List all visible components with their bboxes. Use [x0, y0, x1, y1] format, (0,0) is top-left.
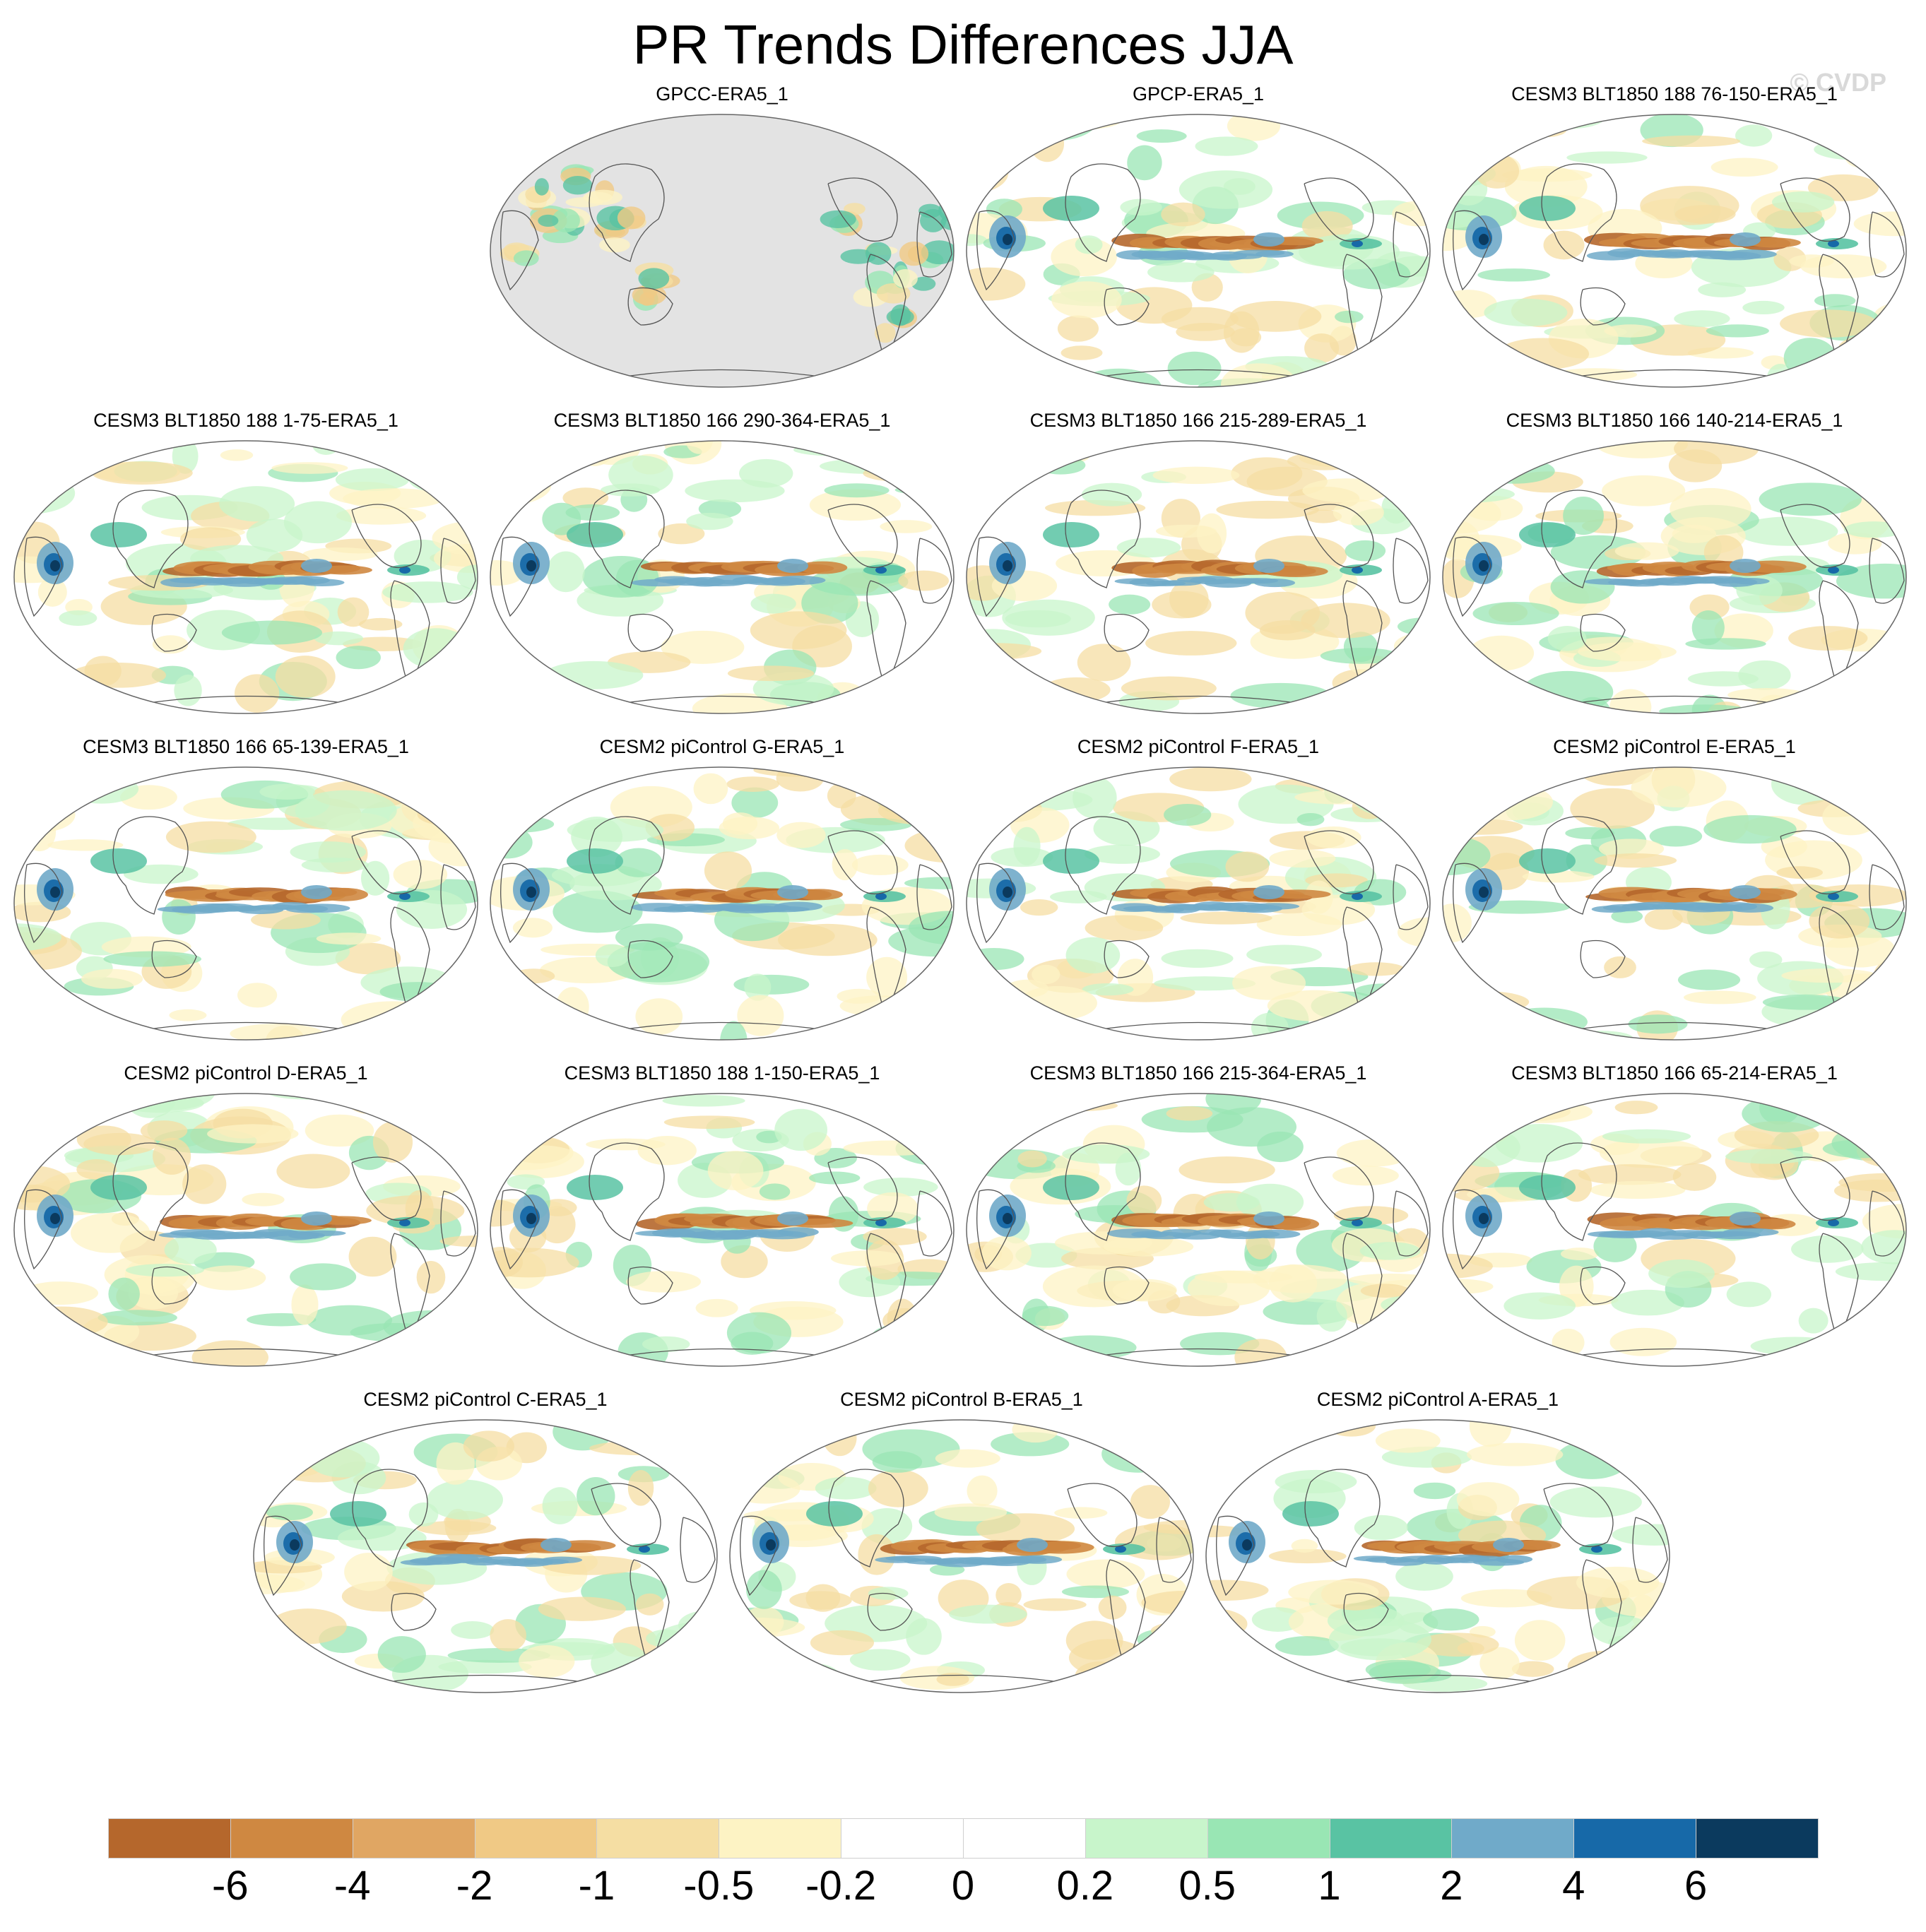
colorbar-box — [1696, 1818, 1819, 1859]
panel-title: CESM3 BLT1850 166 215-364-ERA5_1 — [1029, 1062, 1367, 1084]
colorbar-tick-label: -0.5 — [683, 1863, 755, 1909]
panel-title: GPCC-ERA5_1 — [656, 83, 788, 105]
map-panel-2 — [966, 114, 1431, 388]
colorbar-tick-label: 6 — [1684, 1863, 1708, 1909]
colorbar-box — [841, 1818, 964, 1859]
panel-title: GPCP-ERA5_1 — [1132, 83, 1265, 105]
map-panel-6 — [966, 440, 1431, 714]
colorbar-tick-label: 1 — [1318, 1863, 1341, 1909]
map-panel-14 — [966, 1093, 1431, 1367]
map-panel-18 — [1205, 1419, 1670, 1693]
map-panel-8 — [13, 766, 478, 1041]
panel-title: CESM2 piControl D-ERA5_1 — [124, 1062, 368, 1084]
panel-title: CESM2 piControl G-ERA5_1 — [599, 736, 845, 757]
panel-title: CESM3 BLT1850 188 1-150-ERA5_1 — [564, 1062, 880, 1084]
panel-title: CESM2 piControl B-ERA5_1 — [840, 1389, 1083, 1410]
panel-title: CESM2 piControl A-ERA5_1 — [1316, 1389, 1559, 1410]
panel-title: CESM3 BLT1850 166 290-364-ERA5_1 — [553, 410, 891, 431]
colorbar-box — [108, 1818, 231, 1859]
panel-title: CESM3 BLT1850 166 65-139-ERA5_1 — [83, 736, 409, 757]
map-panel-9 — [490, 766, 955, 1041]
colorbar-box — [1573, 1818, 1697, 1859]
map-panel-17 — [729, 1419, 1194, 1693]
colorbar-box — [1329, 1818, 1453, 1859]
map-panel-5 — [490, 440, 955, 714]
colorbar-box — [474, 1818, 598, 1859]
map-panel-15 — [1442, 1093, 1907, 1367]
colorbar-box — [1207, 1818, 1330, 1859]
panel-title: CESM3 BLT1850 166 140-214-ERA5_1 — [1506, 410, 1843, 431]
watermark: © CVDP — [1790, 68, 1886, 97]
map-panel-16 — [253, 1419, 718, 1693]
colorbar-tick-label: 2 — [1440, 1863, 1463, 1909]
colorbar-box — [230, 1818, 353, 1859]
colorbar-tick-label: -1 — [578, 1863, 615, 1909]
colorbar-box — [963, 1818, 1086, 1859]
map-panel-4 — [13, 440, 478, 714]
colorbar-tick-label: 0.5 — [1178, 1863, 1236, 1909]
panel-title: CESM3 BLT1850 166 215-289-ERA5_1 — [1029, 410, 1367, 431]
panel-title: CESM2 piControl C-ERA5_1 — [363, 1389, 608, 1410]
panel-title: CESM3 BLT1850 188 1-75-ERA5_1 — [93, 410, 398, 431]
colorbar-tick-label: -4 — [333, 1863, 371, 1909]
colorbar-box — [596, 1818, 720, 1859]
figure-title: PR Trends Differences JJA — [632, 13, 1294, 76]
map-panel-12 — [13, 1093, 478, 1367]
colorbar-box — [719, 1818, 842, 1859]
map-panel-3 — [1442, 114, 1907, 388]
colorbar — [108, 1818, 1819, 1859]
colorbar-tick-label: 0.2 — [1056, 1863, 1114, 1909]
map-panel-7 — [1442, 440, 1907, 714]
colorbar-tick-label: -6 — [212, 1863, 249, 1909]
colorbar-tick-label: -2 — [456, 1863, 493, 1909]
colorbar-box — [1085, 1818, 1208, 1859]
map-panel-1 — [490, 114, 955, 388]
map-panel-13 — [490, 1093, 955, 1367]
map-panel-11 — [1442, 766, 1907, 1041]
panel-title: CESM2 piControl E-ERA5_1 — [1553, 736, 1796, 757]
panel-title: CESM3 BLT1850 188 76-150-ERA5_1 — [1511, 83, 1838, 105]
panel-title: CESM2 piControl F-ERA5_1 — [1077, 736, 1320, 757]
colorbar-tick-label: -0.2 — [805, 1863, 877, 1909]
colorbar-box — [1451, 1818, 1575, 1859]
panel-title: CESM3 BLT1850 166 65-214-ERA5_1 — [1511, 1062, 1838, 1084]
colorbar-tick-label: 4 — [1562, 1863, 1585, 1909]
colorbar-box — [352, 1818, 475, 1859]
map-panel-10 — [966, 766, 1431, 1041]
colorbar-tick-label: 0 — [951, 1863, 975, 1909]
